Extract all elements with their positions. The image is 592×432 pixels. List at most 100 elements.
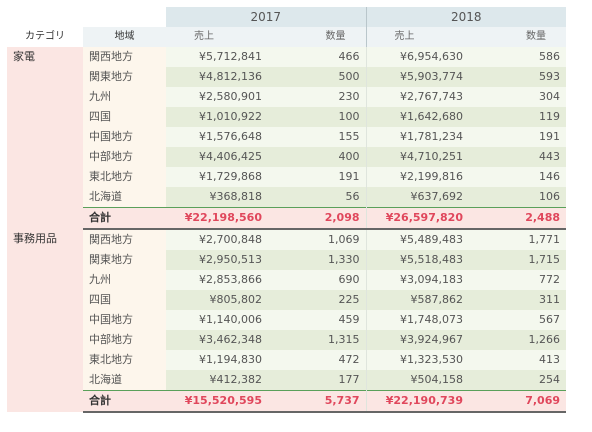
table-row[interactable]: 中国地方 ¥1,140,006 459 ¥1,748,073 567 xyxy=(7,310,566,330)
region-cell[interactable]: 四国 xyxy=(83,290,166,310)
region-cell[interactable]: 東北地方 xyxy=(83,350,166,370)
quantity-2018-cell[interactable]: 254 xyxy=(469,370,566,391)
region-cell[interactable]: 中国地方 xyxy=(83,127,166,147)
region-cell[interactable]: 九州 xyxy=(83,87,166,107)
table-row[interactable]: 家電 関西地方 ¥5,712,841 466 ¥6,954,630 586 xyxy=(7,47,566,229)
sales-2018-cell[interactable]: ¥2,199,816 xyxy=(365,167,469,187)
quantity-2018-cell[interactable]: 191 xyxy=(469,127,566,147)
quantity-2017-cell[interactable]: 690 xyxy=(268,270,366,290)
total-quantity-2017[interactable]: 5,737 xyxy=(268,390,366,413)
region-cell[interactable]: 中部地方 xyxy=(83,330,166,350)
region-cell[interactable]: 中国地方 xyxy=(83,310,166,330)
quantity-2017-cell[interactable]: 225 xyxy=(268,290,366,310)
table-row[interactable]: 中部地方 ¥3,462,348 1,315 ¥3,924,967 1,266 xyxy=(7,330,566,350)
quantity-2017-cell[interactable]: 1,330 xyxy=(268,250,366,270)
total-sales-2018[interactable]: ¥22,190,739 xyxy=(365,390,469,413)
table-row[interactable]: 東北地方 ¥1,729,868 191 ¥2,199,816 146 xyxy=(7,167,566,187)
quantity-2017-cell[interactable]: 230 xyxy=(268,87,366,107)
sales-2018-cell[interactable]: ¥6,954,630 xyxy=(365,47,469,67)
quantity-2017-cell[interactable]: 155 xyxy=(268,127,366,147)
total-sales-2017[interactable]: ¥22,198,560 xyxy=(166,207,268,230)
sales-2017-cell[interactable]: ¥2,853,866 xyxy=(166,270,268,290)
sales-2017-cell[interactable]: ¥1,576,648 xyxy=(166,127,268,147)
total-sales-2018[interactable]: ¥26,597,820 xyxy=(365,207,469,230)
table-row[interactable]: 九州 ¥2,580,901 230 ¥2,767,743 304 xyxy=(7,87,566,107)
category-cell[interactable]: 家電 xyxy=(7,47,83,229)
sales-2017-cell[interactable]: ¥1,729,868 xyxy=(166,167,268,187)
region-cell[interactable]: 北海道 xyxy=(83,187,166,208)
quantity-2018-cell[interactable]: 1,771 xyxy=(469,229,566,250)
sales-2018-cell[interactable]: ¥5,903,774 xyxy=(365,67,469,87)
quantity-2017-cell[interactable]: 56 xyxy=(268,187,366,208)
quantity-2018-cell[interactable]: 586 xyxy=(469,47,566,67)
total-quantity-2018[interactable]: 7,069 xyxy=(469,390,566,413)
sales-2017-cell[interactable]: ¥2,580,901 xyxy=(166,87,268,107)
sales-2018-cell[interactable]: ¥1,748,073 xyxy=(365,310,469,330)
region-cell[interactable]: 関東地方 xyxy=(83,250,166,270)
sales-header-2018[interactable]: 売上 xyxy=(365,27,469,47)
sales-2017-cell[interactable]: ¥4,406,425 xyxy=(166,147,268,167)
quantity-2017-cell[interactable]: 459 xyxy=(268,310,366,330)
sales-header-2017[interactable]: 売上 xyxy=(166,27,268,47)
table-row[interactable]: 関東地方 ¥2,950,513 1,330 ¥5,518,483 1,715 xyxy=(7,250,566,270)
quantity-2017-cell[interactable]: 100 xyxy=(268,107,366,127)
sales-2018-cell[interactable]: ¥3,924,967 xyxy=(365,330,469,350)
sales-2018-cell[interactable]: ¥3,094,183 xyxy=(365,270,469,290)
quantity-2018-cell[interactable]: 1,715 xyxy=(469,250,566,270)
quantity-2018-cell[interactable]: 311 xyxy=(469,290,566,310)
table-row[interactable]: 中部地方 ¥4,406,425 400 ¥4,710,251 443 xyxy=(7,147,566,167)
sales-2017-cell[interactable]: ¥1,140,006 xyxy=(166,310,268,330)
quantity-header-2017[interactable]: 数量 xyxy=(268,27,366,47)
table-row[interactable]: 九州 ¥2,853,866 690 ¥3,094,183 772 xyxy=(7,270,566,290)
sales-2018-cell[interactable]: ¥1,323,530 xyxy=(365,350,469,370)
sales-2018-cell[interactable]: ¥2,767,743 xyxy=(365,87,469,107)
table-row[interactable]: 事務用品 関西地方 ¥2,700,848 1,069 ¥5,489,483 1,… xyxy=(7,229,566,412)
quantity-2017-cell[interactable]: 400 xyxy=(268,147,366,167)
sales-2017-cell[interactable]: ¥1,194,830 xyxy=(166,350,268,370)
category-cell[interactable]: 事務用品 xyxy=(7,229,83,412)
sales-2018-cell[interactable]: ¥587,862 xyxy=(365,290,469,310)
quantity-2017-cell[interactable]: 177 xyxy=(268,370,366,391)
region-cell[interactable]: 東北地方 xyxy=(83,167,166,187)
quantity-2018-cell[interactable]: 772 xyxy=(469,270,566,290)
sales-2018-cell[interactable]: ¥5,489,483 xyxy=(365,229,469,250)
sales-2018-cell[interactable]: ¥504,158 xyxy=(365,370,469,391)
quantity-2017-cell[interactable]: 191 xyxy=(268,167,366,187)
sales-2017-cell[interactable]: ¥805,802 xyxy=(166,290,268,310)
quantity-2018-cell[interactable]: 146 xyxy=(469,167,566,187)
year-header-2018[interactable]: 2018 xyxy=(365,7,566,27)
region-cell[interactable]: 北海道 xyxy=(83,370,166,391)
quantity-2017-cell[interactable]: 466 xyxy=(268,47,366,67)
sales-2017-cell[interactable]: ¥3,462,348 xyxy=(166,330,268,350)
total-quantity-2018[interactable]: 2,488 xyxy=(469,207,566,230)
quantity-2018-cell[interactable]: 567 xyxy=(469,310,566,330)
total-sales-2017[interactable]: ¥15,520,595 xyxy=(166,390,268,413)
sales-2017-cell[interactable]: ¥368,818 xyxy=(166,187,268,208)
sales-2017-cell[interactable]: ¥4,812,136 xyxy=(166,67,268,87)
sales-2017-cell[interactable]: ¥2,950,513 xyxy=(166,250,268,270)
quantity-2018-cell[interactable]: 304 xyxy=(469,87,566,107)
quantity-2018-cell[interactable]: 1,266 xyxy=(469,330,566,350)
region-cell[interactable]: 関西地方 xyxy=(83,47,166,67)
quantity-2018-cell[interactable]: 119 xyxy=(469,107,566,127)
quantity-2018-cell[interactable]: 593 xyxy=(469,67,566,87)
total-row[interactable]: 合計 ¥22,198,560 2,098 ¥26,597,820 2,488 xyxy=(7,207,566,230)
region-cell[interactable]: 四国 xyxy=(83,107,166,127)
sales-2018-cell[interactable]: ¥4,710,251 xyxy=(365,147,469,167)
sales-2018-cell[interactable]: ¥1,781,234 xyxy=(365,127,469,147)
sales-2017-cell[interactable]: ¥2,700,848 xyxy=(166,229,268,250)
table-row[interactable]: 東北地方 ¥1,194,830 472 ¥1,323,530 413 xyxy=(7,350,566,370)
region-cell[interactable]: 中部地方 xyxy=(83,147,166,167)
sales-2018-cell[interactable]: ¥637,692 xyxy=(365,187,469,208)
table-row[interactable]: 北海道 ¥368,818 56 ¥637,692 106 xyxy=(7,187,566,208)
total-row[interactable]: 合計 ¥15,520,595 5,737 ¥22,190,739 7,069 xyxy=(7,390,566,413)
sales-2017-cell[interactable]: ¥412,382 xyxy=(166,370,268,391)
table-row[interactable]: 関東地方 ¥4,812,136 500 ¥5,903,774 593 xyxy=(7,67,566,87)
sales-2018-cell[interactable]: ¥1,642,680 xyxy=(365,107,469,127)
region-column-header[interactable]: 地域 xyxy=(83,27,166,47)
table-row[interactable]: 四国 ¥805,802 225 ¥587,862 311 xyxy=(7,290,566,310)
region-cell[interactable]: 関東地方 xyxy=(83,67,166,87)
quantity-2017-cell[interactable]: 500 xyxy=(268,67,366,87)
sales-2017-cell[interactable]: ¥5,712,841 xyxy=(166,47,268,67)
quantity-2018-cell[interactable]: 413 xyxy=(469,350,566,370)
